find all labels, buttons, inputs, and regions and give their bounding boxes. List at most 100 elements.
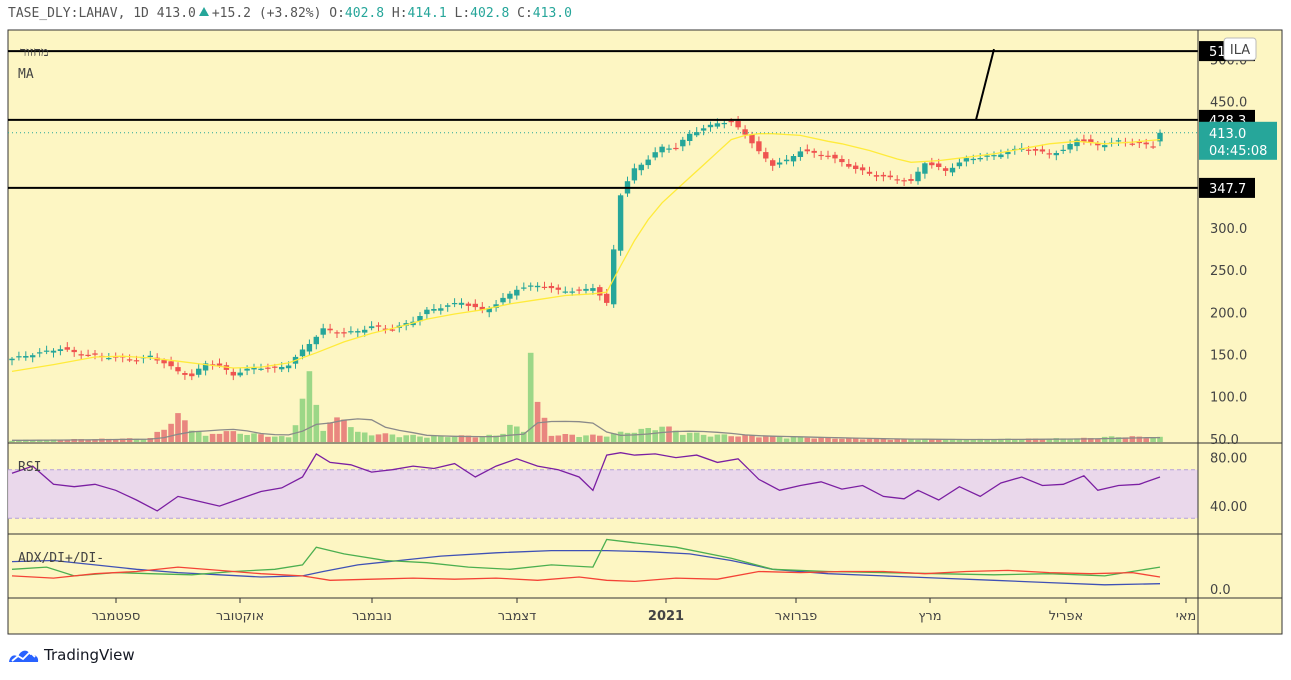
candle-body <box>700 128 707 131</box>
candle-body <box>285 365 292 369</box>
price-pane[interactable] <box>8 48 1198 443</box>
candle-body <box>942 168 949 171</box>
candle-body <box>1039 149 1046 152</box>
volume-bar <box>714 434 721 442</box>
candle-body <box>645 159 651 166</box>
candle-body <box>825 155 831 157</box>
volume-bar <box>797 436 804 442</box>
time-axis[interactable]: ספטמבר אוקטובר נובמבר דצמבר 2021 פברואר מרץ אפר… <box>92 598 1197 624</box>
volume-bar <box>112 439 119 442</box>
tradingview-logo[interactable]: TradingView <box>8 646 135 664</box>
candle-body <box>763 152 769 159</box>
candle-body <box>1025 149 1032 151</box>
volume-bar <box>1157 436 1163 442</box>
candle-body <box>839 159 845 163</box>
rsi-pane[interactable] <box>8 452 1198 519</box>
candle-body <box>770 160 776 166</box>
symbol-name[interactable]: TASE_DLY:LAHAV, 1D <box>8 6 149 21</box>
candle-body <box>949 167 956 173</box>
candle-body <box>1067 144 1073 150</box>
candle-body <box>673 147 679 150</box>
volume-bar <box>1129 436 1136 442</box>
volume-bar <box>1108 436 1115 442</box>
candle-body <box>306 344 313 352</box>
volume-bar <box>223 431 230 442</box>
volume-bar <box>119 438 126 442</box>
volume-bar <box>880 438 887 442</box>
time-tick-label: דצמבר <box>498 609 537 624</box>
candle-body <box>64 347 70 350</box>
candle-body <box>714 123 721 127</box>
volume-bar <box>410 434 416 442</box>
volume-bar <box>521 431 527 442</box>
candle-body <box>521 287 527 289</box>
candle-body <box>106 358 112 360</box>
volume-bar <box>161 429 167 442</box>
candle-body <box>1032 149 1039 151</box>
candle-body <box>652 152 658 158</box>
volume-bar <box>735 436 741 442</box>
candle-body <box>1095 143 1101 146</box>
candle-body <box>880 174 887 177</box>
open-label: O: <box>329 6 345 21</box>
candle-body <box>299 349 306 357</box>
time-tick-label: מאי <box>1176 609 1196 624</box>
volume-bar <box>175 413 181 442</box>
currency-badge-text: ILA <box>1230 43 1250 58</box>
volume-bar <box>776 436 783 442</box>
candle-body <box>368 326 375 329</box>
stock-chart[interactable]: 50.0100.0150.0200.0250.0300.0350.0400.04… <box>0 0 1291 640</box>
volume-bar <box>431 436 437 442</box>
volume-bar <box>818 437 824 442</box>
volume-bar <box>638 428 645 442</box>
volume-bar <box>908 439 914 442</box>
candle-body <box>362 329 368 333</box>
volume-bar <box>16 440 22 442</box>
candle-body <box>631 168 638 181</box>
candle-body <box>853 165 859 169</box>
volume-bar <box>182 420 188 442</box>
candle-body <box>922 163 928 174</box>
currency-badge[interactable] <box>1223 37 1257 61</box>
volume-bar <box>597 435 603 442</box>
volume-bar <box>590 434 596 442</box>
candle-body <box>597 287 603 296</box>
volume-bar <box>272 436 278 442</box>
volume-bar <box>603 436 610 442</box>
candle-body <box>776 162 783 165</box>
candle-body <box>216 363 223 366</box>
volume-bar <box>970 439 977 442</box>
candle-body <box>458 302 465 305</box>
candle-body <box>735 121 741 128</box>
ma-label: MA <box>18 67 34 82</box>
volume-bar <box>935 439 942 442</box>
candle-body <box>887 175 893 178</box>
volume-bar <box>942 439 949 442</box>
volume-bar <box>839 438 845 442</box>
candle-body <box>313 336 319 345</box>
candle-body <box>486 308 492 313</box>
last-price: 413.0 <box>156 6 196 21</box>
adx-pane[interactable] <box>11 538 1161 586</box>
volume-bar <box>1115 437 1122 442</box>
volume-bar <box>915 439 921 442</box>
volume-bar <box>500 433 506 442</box>
time-tick-label: נובמבר <box>352 609 392 624</box>
candle-body <box>929 162 935 166</box>
candle-body <box>1129 143 1135 145</box>
volume-bar <box>866 438 873 442</box>
candle-body <box>265 367 271 369</box>
volume-ma-line <box>12 418 1161 441</box>
candle-body <box>666 148 672 150</box>
volume-bar <box>1081 437 1087 442</box>
candle-body <box>37 352 43 354</box>
volume-bar <box>417 436 423 442</box>
price-tick-label: 100.0 <box>1210 391 1247 406</box>
candle-body <box>804 149 810 152</box>
volume-bar <box>811 438 817 442</box>
volume-bar <box>334 417 340 442</box>
volume-bar <box>285 437 292 442</box>
moving-average-line <box>11 133 1161 373</box>
rsi-tick-label: 40.00 <box>1210 500 1247 515</box>
candle-body <box>1143 142 1149 145</box>
